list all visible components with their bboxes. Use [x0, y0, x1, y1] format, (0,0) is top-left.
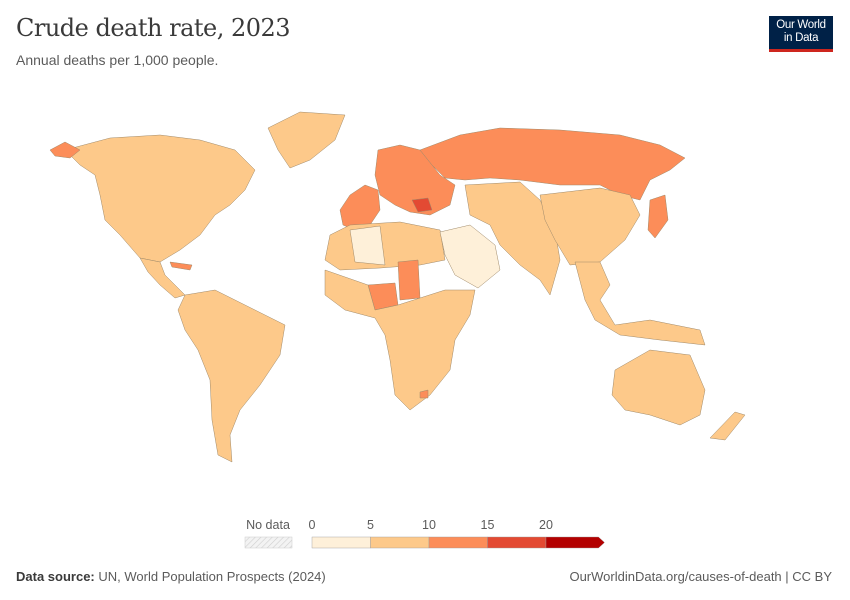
- legend-tick-label: 5: [367, 518, 374, 532]
- chart-subtitle: Annual deaths per 1,000 people.: [16, 52, 219, 68]
- country-region[interactable]: [419, 127, 686, 201]
- legend-bin[interactable]: [370, 536, 430, 549]
- legend-bin[interactable]: [428, 536, 488, 549]
- country-region[interactable]: [647, 194, 669, 239]
- country-region[interactable]: [539, 187, 641, 266]
- owid-logo[interactable]: Our World in Data: [769, 16, 833, 52]
- legend-tick-label: 20: [539, 518, 553, 532]
- legend-tick-label: 15: [481, 518, 495, 532]
- chart-title: Crude death rate, 2023: [16, 14, 291, 42]
- country-region[interactable]: [611, 349, 706, 426]
- data-source: Data source: UN, World Population Prospe…: [16, 569, 326, 584]
- country-region[interactable]: [324, 269, 476, 411]
- legend-bin[interactable]: [311, 536, 371, 549]
- country-region[interactable]: [709, 411, 746, 441]
- legend-bin[interactable]: [545, 536, 605, 549]
- country-region[interactable]: [464, 181, 561, 296]
- country-region[interactable]: [349, 225, 386, 266]
- country-region[interactable]: [49, 141, 81, 159]
- legend-no-data-label: No data: [246, 518, 290, 532]
- country-region[interactable]: [64, 134, 256, 263]
- country-region[interactable]: [411, 197, 433, 213]
- legend-bin[interactable]: [487, 536, 547, 549]
- country-region[interactable]: [374, 144, 456, 216]
- source-link[interactable]: OurWorldinData.org/causes-of-death | CC …: [569, 569, 832, 584]
- country-region[interactable]: [169, 261, 193, 271]
- country-region[interactable]: [574, 261, 706, 346]
- country-region[interactable]: [439, 224, 501, 289]
- world-map: [49, 111, 746, 463]
- country-region[interactable]: [419, 389, 429, 399]
- country-region[interactable]: [177, 289, 286, 463]
- legend-no-data-swatch[interactable]: [244, 536, 293, 549]
- legend-tick-label: 10: [422, 518, 436, 532]
- legend-tick-label: 0: [309, 518, 316, 532]
- country-region[interactable]: [267, 111, 346, 169]
